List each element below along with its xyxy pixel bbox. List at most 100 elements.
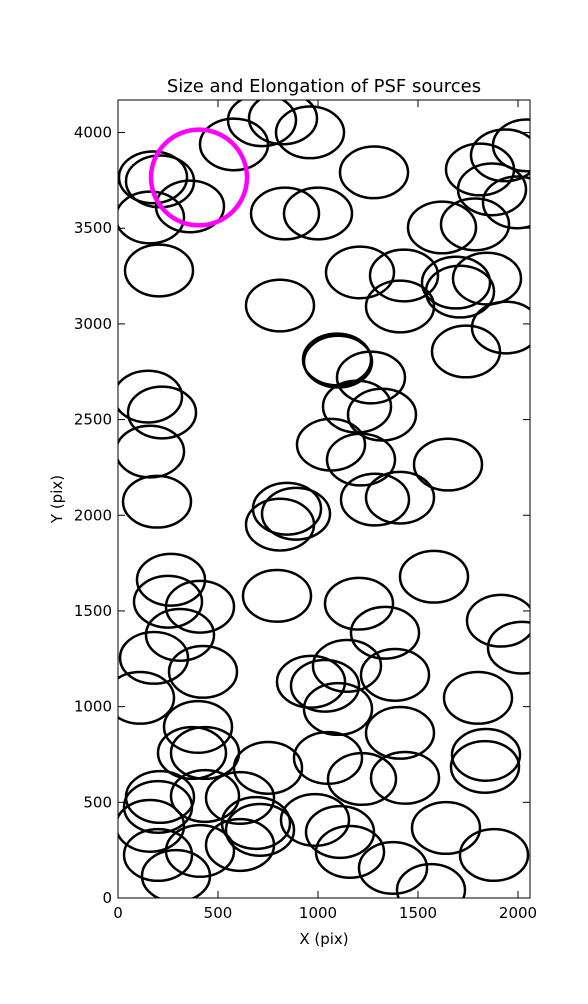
x-tick-label: 2000 [499,904,537,922]
psf-ellipse [451,251,523,306]
psf-ellipse [135,552,207,607]
plot-area [118,100,530,898]
psf-ellipse [282,186,354,241]
psf-ellipse [118,670,176,725]
psf-ellipse [335,350,407,405]
y-tick-label: 3000 [74,315,112,333]
x-tick-label: 1000 [299,904,337,922]
psf-ellipse [349,605,421,660]
psf-ellipse [123,243,195,298]
psf-ellipse [140,848,212,898]
psf-ellipse [118,150,189,205]
psf-ellipse [311,638,383,693]
y-tick-label: 1000 [74,698,112,716]
psf-ellipse [274,105,346,160]
psf-ellipse [439,197,511,252]
psf-ellipse [156,725,228,781]
psf-ellipse [249,186,321,241]
psf-ellipse [162,699,234,755]
psf-ellipse [465,593,530,648]
psf-ellipse [368,248,440,303]
psf-ellipse [148,127,250,228]
psf-ellipse [302,334,374,389]
psf-ellipse [122,827,194,883]
psf-ellipse [449,739,521,794]
psf-ellipse [260,486,332,541]
psf-ellipse [226,100,298,148]
psf-ellipse [364,705,436,760]
y-tick-label: 3500 [74,219,112,237]
psf-ellipse [304,804,376,860]
x-axis-label: X (pix) [299,930,348,948]
psf-ellipse [369,750,441,805]
psf-ellipse [169,768,241,824]
psf-ellipse [450,727,522,782]
x-tick-label: 500 [204,904,233,922]
psf-ellipse [132,574,204,629]
psf-ellipse [289,658,361,713]
psf-ellipse [198,117,270,172]
y-tick-label: 0 [102,889,112,907]
y-tick-label: 2500 [74,411,112,429]
psf-ellipse [412,437,484,492]
x-tick-label: 0 [113,904,123,922]
psf-ellipse [442,670,514,725]
psf-ellipse [406,200,478,255]
psf-ellipse [456,162,528,217]
psf-ellipse [325,432,397,487]
psf-ellipse [244,497,316,552]
psf-ellipse [491,118,530,173]
psf-ellipse [430,324,502,379]
psf-ellipse [481,175,530,230]
chart-title: Size and Elongation of PSF sources [167,76,481,97]
psf-ellipse [458,827,530,883]
psf-ellipse [395,862,467,898]
psf-ellipse [364,470,436,525]
psf-ellipse [359,647,431,702]
psf-ellipse [470,300,530,355]
psf-ellipse [126,385,198,440]
psf-ellipse [154,179,226,234]
psf-ellipse [118,798,186,853]
plot-frame [117,99,531,899]
psf-ellipse [469,128,530,183]
psf-ellipse [144,607,216,662]
psf-ellipse [275,654,347,709]
psf-ellipse [244,278,316,333]
psf-ellipse [323,576,395,631]
y-axis-label: Y (pix) [48,475,66,524]
psf-ellipse [398,549,470,604]
psf-ellipse [204,770,276,825]
y-tick-label: 1500 [74,602,112,620]
psf-ellipse [204,817,276,873]
y-tick-label: 500 [83,793,112,811]
psf-ellipse [241,568,313,623]
psf-ellipse [247,100,319,146]
psf-ellipse [118,369,184,424]
psf-ellipse [364,279,436,334]
psf-ellipse [424,264,496,319]
psf-ellipse [118,630,190,685]
psf-ellipse [338,145,410,200]
psf-ellipse [420,255,492,310]
psf-ellipse [302,681,374,737]
x-tick-label: 1500 [399,904,437,922]
psf-ellipse [314,824,386,879]
y-tick-label: 2000 [74,506,112,524]
psf-ellipse [324,245,396,300]
psf-ellipse [232,740,304,795]
psf-ellipse [410,800,482,856]
psf-ellipse [122,779,194,834]
psf-ellipse [224,802,296,857]
psf-ellipse [167,644,239,699]
psf-ellipse [279,792,351,848]
psf-ellipse [118,190,186,245]
y-tick-label: 4000 [74,124,112,142]
psf-ellipse [121,474,193,529]
psf-ellipse [486,620,530,675]
psf-ellipse [339,472,411,527]
psf-ellipse [164,579,236,634]
psf-ellipse [357,840,429,896]
psf-ellipse [326,751,398,807]
